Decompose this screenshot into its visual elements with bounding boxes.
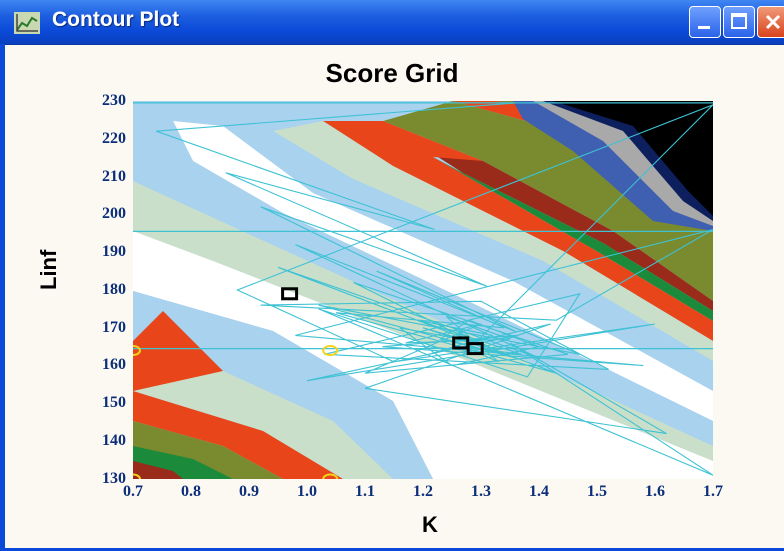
chart-app-icon bbox=[14, 12, 40, 34]
best-fit-marker bbox=[466, 342, 484, 356]
chart-title: Score Grid bbox=[325, 58, 459, 88]
title-bar[interactable]: Contour Plot bbox=[0, 0, 784, 45]
maximize-icon bbox=[731, 13, 747, 29]
x-tick-label: 1.6 bbox=[645, 483, 665, 500]
x-tick-label: 1.7 bbox=[703, 483, 723, 500]
start-point bbox=[133, 344, 141, 356]
x-tick-label: 1.2 bbox=[413, 483, 433, 500]
start-point bbox=[322, 473, 339, 479]
y-axis-label: Linf bbox=[36, 249, 61, 290]
x-tick-label: 1.4 bbox=[529, 483, 549, 500]
maximize-button[interactable] bbox=[723, 6, 755, 38]
window-frame-bottom bbox=[0, 548, 784, 551]
minimize-button[interactable] bbox=[689, 6, 721, 38]
y-tick-label: 170 bbox=[102, 319, 126, 336]
y-tick-label: 160 bbox=[102, 356, 126, 373]
y-tick-label: 190 bbox=[102, 243, 126, 260]
y-tick-label: 130 bbox=[102, 470, 126, 487]
y-tick-label: 180 bbox=[102, 281, 126, 298]
minimize-icon bbox=[698, 26, 710, 29]
best-fit-markers bbox=[281, 287, 484, 356]
start-points bbox=[133, 344, 339, 479]
close-button[interactable] bbox=[757, 6, 784, 38]
x-tick-label: 1.5 bbox=[587, 483, 607, 500]
x-tick-label: 0.8 bbox=[181, 483, 201, 500]
x-tick-label: 0.9 bbox=[239, 483, 259, 500]
y-tick-label: 150 bbox=[102, 394, 126, 411]
best-fit-marker bbox=[281, 287, 299, 301]
x-tick-label: 1.1 bbox=[355, 483, 375, 500]
x-axis-label: K bbox=[422, 512, 438, 537]
contour-plot-area[interactable] bbox=[133, 101, 713, 479]
y-tick-label: 220 bbox=[102, 130, 126, 147]
window-title: Contour Plot bbox=[52, 8, 180, 31]
x-tick-label: 1.0 bbox=[297, 483, 317, 500]
close-icon bbox=[765, 14, 781, 30]
y-tick-label: 230 bbox=[102, 92, 126, 109]
window-frame-left bbox=[0, 44, 5, 551]
x-tick-label: 1.3 bbox=[471, 483, 491, 500]
y-tick-label: 210 bbox=[102, 168, 126, 185]
start-point bbox=[322, 344, 339, 356]
y-tick-label: 200 bbox=[102, 205, 126, 222]
y-tick-label: 140 bbox=[102, 432, 126, 449]
x-tick-label: 0.7 bbox=[123, 483, 143, 500]
